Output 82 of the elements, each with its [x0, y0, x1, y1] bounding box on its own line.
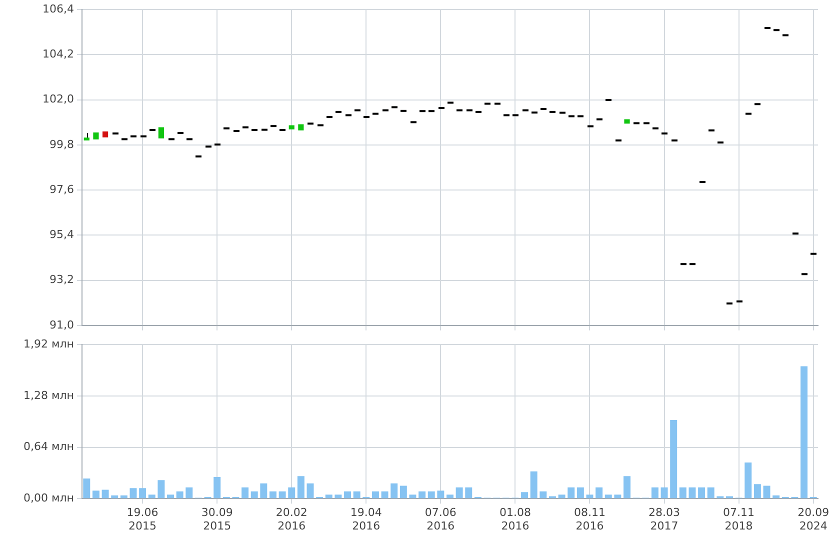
y-tick-label: 0,00 млн — [23, 491, 74, 504]
bar — [456, 487, 463, 498]
bar — [250, 491, 258, 498]
bar — [120, 495, 128, 498]
bar — [772, 495, 780, 498]
y-tick-label: 97,6 — [50, 182, 74, 196]
bar — [651, 487, 658, 498]
bar — [167, 494, 174, 498]
bar — [660, 487, 668, 498]
bar — [679, 487, 686, 498]
bar — [521, 492, 528, 498]
bar — [604, 494, 612, 498]
bar — [325, 494, 332, 498]
bar — [624, 476, 631, 498]
bar — [568, 487, 575, 498]
bar — [409, 494, 416, 498]
bar — [465, 487, 472, 498]
x-tick-label: 01.08 2016 — [499, 506, 531, 532]
y-tick-label: 91,0 — [50, 318, 74, 332]
bar — [148, 494, 156, 498]
x-tick-label: 19.06 2015 — [126, 506, 158, 532]
bar — [158, 480, 165, 498]
x-tick-label: 07.11 2018 — [723, 506, 755, 532]
bar — [586, 494, 594, 498]
bar — [306, 483, 314, 498]
bar — [92, 490, 100, 498]
y-tick-label: 1,92 млн — [23, 337, 74, 350]
y-tick-label: 106,4 — [42, 2, 74, 16]
x-tick-label: 20.09 2024 — [798, 506, 830, 532]
bar — [334, 494, 342, 498]
x-tick-label: 20.02 2016 — [276, 506, 308, 532]
y-tick-label: 93,2 — [50, 273, 74, 286]
bar — [269, 491, 276, 498]
bar — [754, 484, 761, 498]
bar — [614, 494, 622, 498]
y-tick-label: 1,28 млн — [23, 388, 74, 402]
x-tick-label: 07.06 2016 — [424, 506, 456, 532]
candlestick — [102, 131, 108, 138]
bar — [707, 487, 714, 498]
bar — [288, 487, 296, 498]
x-tick-label: 30.09 2015 — [201, 506, 233, 532]
bar — [372, 491, 379, 498]
y-tick-label: 95,4 — [50, 228, 74, 242]
bar — [418, 491, 426, 498]
y-tick-label: 0,64 млн — [23, 440, 74, 454]
bar — [83, 478, 90, 498]
bar — [800, 366, 808, 498]
bar — [344, 491, 352, 498]
bar — [278, 491, 286, 498]
bar — [576, 487, 584, 498]
bar — [130, 488, 137, 498]
bar — [260, 483, 268, 498]
bar — [688, 487, 696, 498]
x-tick-label: 08.11 2016 — [574, 506, 606, 532]
y-tick-label: 99,8 — [50, 138, 74, 151]
bar — [176, 491, 184, 498]
bar — [763, 486, 770, 498]
bar — [596, 487, 603, 498]
bar — [297, 476, 304, 498]
bar — [540, 491, 547, 498]
bar — [558, 494, 566, 498]
bar — [381, 491, 388, 498]
bar — [698, 487, 706, 498]
bar — [214, 476, 221, 498]
x-tick-label: 28.03 2017 — [648, 506, 680, 532]
x-tick-label: 19.04 2016 — [350, 506, 382, 532]
bar — [428, 491, 435, 498]
bar — [390, 483, 398, 498]
bar — [400, 486, 407, 498]
y-tick-label: 102,0 — [42, 92, 74, 106]
bar — [186, 487, 193, 498]
bar — [111, 495, 118, 498]
bar — [102, 490, 109, 498]
bar — [242, 487, 249, 498]
bar — [437, 490, 444, 498]
bar — [670, 420, 678, 498]
bar — [139, 488, 146, 498]
bar — [353, 491, 360, 498]
y-tick-label: 104,2 — [42, 48, 74, 61]
bar — [446, 494, 454, 498]
bar — [744, 462, 752, 498]
bar — [530, 471, 538, 498]
